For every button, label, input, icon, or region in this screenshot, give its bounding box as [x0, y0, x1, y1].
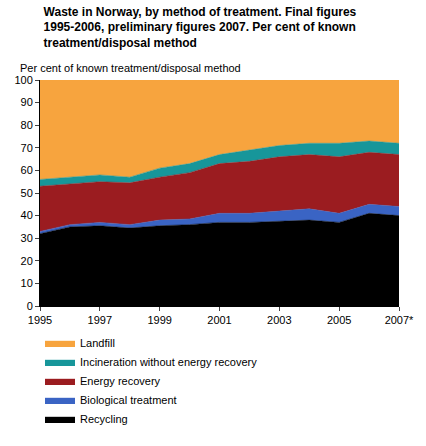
svg-text:100: 100 [14, 74, 32, 86]
svg-text:80: 80 [21, 119, 33, 131]
svg-text:2005: 2005 [327, 314, 351, 326]
svg-text:Recycling: Recycling [80, 413, 128, 425]
svg-text:Incineration without energy re: Incineration without energy recovery [80, 356, 257, 368]
svg-text:1997: 1997 [88, 314, 112, 326]
svg-text:1995: 1995 [28, 314, 52, 326]
svg-text:2003: 2003 [267, 314, 291, 326]
svg-text:Biological treatment: Biological treatment [80, 394, 177, 406]
svg-text:90: 90 [21, 96, 33, 108]
svg-text:10: 10 [21, 277, 33, 289]
svg-text:30: 30 [21, 232, 33, 244]
svg-text:Waste in Norway, by method of: Waste in Norway, by method of treatment.… [44, 5, 357, 50]
svg-text:1999: 1999 [147, 314, 171, 326]
svg-text:20: 20 [21, 255, 33, 267]
svg-text:40: 40 [21, 209, 33, 221]
svg-text:70: 70 [21, 142, 33, 154]
svg-text:0: 0 [27, 300, 33, 312]
svg-text:Landfill: Landfill [80, 337, 115, 349]
svg-text:2001: 2001 [207, 314, 231, 326]
svg-text:2007*: 2007* [385, 314, 414, 326]
svg-text:Energy recovery: Energy recovery [80, 375, 161, 387]
svg-text:Per cent of known treatment/di: Per cent of known treatment/disposal met… [20, 62, 241, 74]
svg-text:50: 50 [21, 187, 33, 199]
svg-text:60: 60 [21, 164, 33, 176]
